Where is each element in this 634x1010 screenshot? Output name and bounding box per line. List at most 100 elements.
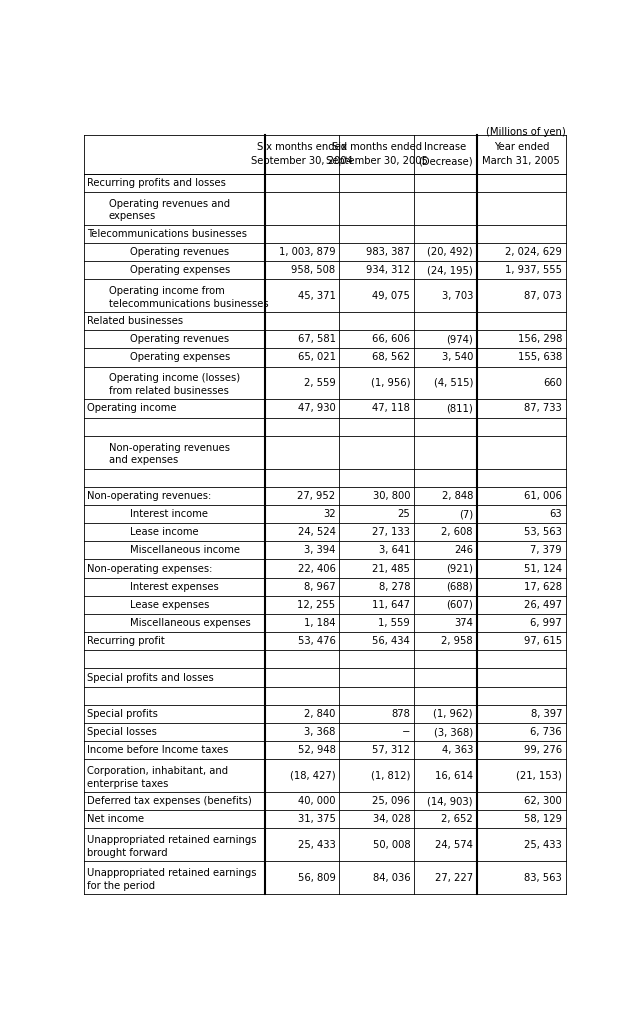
Text: 25, 433: 25, 433 — [298, 840, 335, 850]
Text: 1, 184: 1, 184 — [304, 618, 335, 628]
Text: 3, 540: 3, 540 — [441, 352, 473, 363]
Text: Deferred tax expenses (benefits): Deferred tax expenses (benefits) — [87, 796, 252, 806]
Text: Corporation, inhabitant, and: Corporation, inhabitant, and — [87, 767, 228, 776]
Text: 53, 563: 53, 563 — [524, 527, 562, 537]
Text: 45, 371: 45, 371 — [297, 291, 335, 301]
Text: (921): (921) — [446, 564, 473, 574]
Text: 97, 615: 97, 615 — [524, 636, 562, 646]
Text: 84, 036: 84, 036 — [373, 873, 410, 883]
Text: 2, 848: 2, 848 — [441, 491, 473, 501]
Text: Related businesses: Related businesses — [87, 316, 183, 326]
Text: Operating income (losses): Operating income (losses) — [108, 374, 240, 384]
Text: 83, 563: 83, 563 — [524, 873, 562, 883]
Text: 4, 363: 4, 363 — [441, 745, 473, 755]
Text: 32: 32 — [323, 509, 335, 519]
Text: 61, 006: 61, 006 — [524, 491, 562, 501]
Text: 27, 227: 27, 227 — [435, 873, 473, 883]
Text: 16, 614: 16, 614 — [435, 771, 473, 781]
Text: 50, 008: 50, 008 — [373, 840, 410, 850]
Text: Interest expenses: Interest expenses — [131, 582, 219, 592]
Text: (1, 812): (1, 812) — [371, 771, 410, 781]
Text: 12, 255: 12, 255 — [297, 600, 335, 610]
Text: Recurring profit: Recurring profit — [87, 636, 165, 646]
Text: 26, 497: 26, 497 — [524, 600, 562, 610]
Text: Special profits and losses: Special profits and losses — [87, 673, 214, 683]
Text: 30, 800: 30, 800 — [373, 491, 410, 501]
Text: 65, 021: 65, 021 — [297, 352, 335, 363]
Text: Operating expenses: Operating expenses — [131, 352, 231, 363]
Text: (14, 903): (14, 903) — [427, 796, 473, 806]
Text: 3, 394: 3, 394 — [304, 545, 335, 556]
Text: 8, 967: 8, 967 — [304, 582, 335, 592]
Text: 56, 809: 56, 809 — [297, 873, 335, 883]
Text: 878: 878 — [391, 709, 410, 719]
Text: 25, 096: 25, 096 — [372, 796, 410, 806]
Text: enterprise taxes: enterprise taxes — [87, 779, 169, 789]
Text: (4, 515): (4, 515) — [434, 378, 473, 388]
Text: Interest income: Interest income — [131, 509, 209, 519]
Text: 52, 948: 52, 948 — [297, 745, 335, 755]
Text: 2, 652: 2, 652 — [441, 814, 473, 824]
Text: 62, 300: 62, 300 — [524, 796, 562, 806]
Text: 68, 562: 68, 562 — [372, 352, 410, 363]
Text: 3, 368: 3, 368 — [304, 727, 335, 737]
Text: 3, 641: 3, 641 — [378, 545, 410, 556]
Text: 246: 246 — [454, 545, 473, 556]
Text: 958, 508: 958, 508 — [292, 265, 335, 275]
Text: Operating revenues and: Operating revenues and — [108, 199, 230, 209]
Text: 56, 434: 56, 434 — [373, 636, 410, 646]
Text: 67, 581: 67, 581 — [297, 334, 335, 344]
Text: Miscellaneous income: Miscellaneous income — [131, 545, 240, 556]
Text: 1, 937, 555: 1, 937, 555 — [505, 265, 562, 275]
Text: (1, 962): (1, 962) — [434, 709, 473, 719]
Text: 49, 075: 49, 075 — [372, 291, 410, 301]
Text: 99, 276: 99, 276 — [524, 745, 562, 755]
Text: 934, 312: 934, 312 — [366, 265, 410, 275]
Text: 53, 476: 53, 476 — [297, 636, 335, 646]
Text: 22, 406: 22, 406 — [297, 564, 335, 574]
Text: Year ended
March 31, 2005: Year ended March 31, 2005 — [482, 142, 560, 167]
Text: 25: 25 — [398, 509, 410, 519]
Text: 24, 524: 24, 524 — [297, 527, 335, 537]
Text: −: − — [402, 727, 410, 737]
Text: 40, 000: 40, 000 — [298, 796, 335, 806]
Text: (811): (811) — [446, 403, 473, 413]
Text: (688): (688) — [446, 582, 473, 592]
Text: 17, 628: 17, 628 — [524, 582, 562, 592]
Text: Six months ended
September 30, 2004: Six months ended September 30, 2004 — [251, 142, 353, 167]
Text: 27, 133: 27, 133 — [372, 527, 410, 537]
Text: 2, 840: 2, 840 — [304, 709, 335, 719]
Text: 57, 312: 57, 312 — [372, 745, 410, 755]
Text: 6, 736: 6, 736 — [531, 727, 562, 737]
Text: Non-operating revenues: Non-operating revenues — [108, 442, 230, 452]
Text: 6, 997: 6, 997 — [530, 618, 562, 628]
Text: (Millions of yen): (Millions of yen) — [486, 127, 566, 137]
Text: Unappropriated retained earnings: Unappropriated retained earnings — [87, 835, 257, 845]
Text: Recurring profits and losses: Recurring profits and losses — [87, 178, 226, 188]
Text: 2, 608: 2, 608 — [441, 527, 473, 537]
Text: 660: 660 — [543, 378, 562, 388]
Text: for the period: for the period — [87, 881, 155, 891]
Text: Telecommunications businesses: Telecommunications businesses — [87, 228, 247, 238]
Text: telecommunications businesses: telecommunications businesses — [108, 299, 268, 309]
Text: 87, 073: 87, 073 — [524, 291, 562, 301]
Text: 47, 930: 47, 930 — [298, 403, 335, 413]
Text: Unappropriated retained earnings: Unappropriated retained earnings — [87, 869, 257, 879]
Text: Increase
(Decrease): Increase (Decrease) — [418, 142, 473, 167]
Text: 2, 559: 2, 559 — [304, 378, 335, 388]
Text: 47, 118: 47, 118 — [372, 403, 410, 413]
Text: 27, 952: 27, 952 — [297, 491, 335, 501]
Text: (7): (7) — [459, 509, 473, 519]
Text: 7, 379: 7, 379 — [531, 545, 562, 556]
Text: Income before Income taxes: Income before Income taxes — [87, 745, 228, 755]
Text: Operating revenues: Operating revenues — [131, 334, 230, 344]
Text: (18, 427): (18, 427) — [290, 771, 335, 781]
Text: 983, 387: 983, 387 — [366, 246, 410, 257]
Text: 58, 129: 58, 129 — [524, 814, 562, 824]
Text: 21, 485: 21, 485 — [372, 564, 410, 574]
Text: (21, 153): (21, 153) — [516, 771, 562, 781]
Text: Net income: Net income — [87, 814, 144, 824]
Text: Operating expenses: Operating expenses — [131, 265, 231, 275]
Text: 24, 574: 24, 574 — [435, 840, 473, 850]
Text: Non-operating expenses:: Non-operating expenses: — [87, 564, 212, 574]
